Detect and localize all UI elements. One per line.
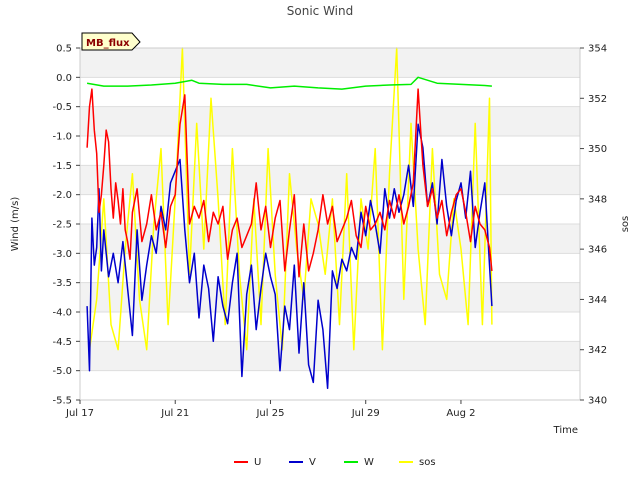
y2-tick-label: 352 <box>588 94 607 105</box>
band <box>80 48 580 78</box>
y-tick-label: -5.5 <box>52 396 72 407</box>
site-badge: MB_flux <box>81 32 141 51</box>
x-axis: Jul 17 Jul 21 Jul 25 Jul 29 Aug 2 <box>65 400 475 419</box>
series-lines <box>86 47 493 390</box>
series-line-sos <box>88 47 493 351</box>
y-tick-label: -3.5 <box>52 278 72 289</box>
x-tick-label: Jul 21 <box>160 408 189 419</box>
y2-tick-label: 348 <box>588 194 607 205</box>
series-line-u <box>86 88 493 278</box>
y-axis-title: Wind (m/s) <box>10 197 21 252</box>
y2-tick-label: 344 <box>588 295 607 306</box>
y-axis-left: 0.5 0.0 -0.5 -1.0 -1.5 -2.0 -2.5 -3.0 -3.5 -4.0 -4… <box>52 44 80 407</box>
badge-label: MB_flux <box>86 38 130 49</box>
y2-axis-title: sos <box>620 216 631 233</box>
x-tick-label: Jul 17 <box>65 408 94 419</box>
badge-box <box>81 32 141 51</box>
y-tick-label: -4.0 <box>52 308 72 319</box>
band <box>80 165 580 195</box>
y-axis-right: 354 352 350 348 346 344 342 340 <box>580 44 607 407</box>
x-axis-title: Time <box>553 425 578 436</box>
legend-label-w: W <box>364 457 374 468</box>
y2-tick-label: 342 <box>588 345 607 356</box>
band <box>80 282 580 312</box>
x-tick-label: Jul 25 <box>255 408 284 419</box>
x-tick-label: Jul 29 <box>351 408 380 419</box>
series-line-w <box>86 76 492 90</box>
y-tick-label: -4.5 <box>52 337 72 348</box>
y2-tick-label: 350 <box>588 144 607 155</box>
y-tick-label: -2.5 <box>52 220 72 231</box>
y-tick-label: -3.0 <box>52 249 72 260</box>
y-tick-label: -1.0 <box>52 132 72 143</box>
y-tick-label: 0.0 <box>56 73 72 84</box>
chart-title: Sonic Wind <box>287 4 353 18</box>
y-tick-label: -0.5 <box>52 102 72 113</box>
y2-tick-label: 354 <box>588 44 607 55</box>
y-tick-label: -2.0 <box>52 190 72 201</box>
series-line-v <box>86 123 493 390</box>
x-tick-label: Aug 2 <box>446 408 475 419</box>
y-tick-label: 0.5 <box>56 44 72 55</box>
y2-tick-label: 340 <box>588 396 607 407</box>
y-tick-label: -5.0 <box>52 366 72 377</box>
band <box>80 106 580 136</box>
legend-label-v: V <box>309 457 316 468</box>
y-tick-label: -1.5 <box>52 161 72 172</box>
legend-label-sos: sos <box>419 457 436 468</box>
legend-label-u: U <box>254 457 261 468</box>
y2-tick-label: 346 <box>588 245 607 256</box>
